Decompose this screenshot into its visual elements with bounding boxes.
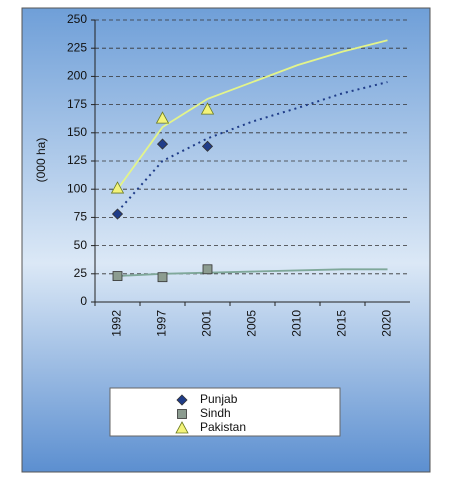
trend-line [116,81,388,213]
legend-marker [175,421,189,434]
legend-marker [177,409,187,419]
legend-label: Punjab [200,392,238,406]
legend-box [109,387,341,437]
legend-marker [176,394,188,406]
x-tick-label: 2005 [245,310,259,337]
y-tick-label: 0 [80,294,87,308]
x-tick-label: 1992 [110,310,124,337]
point [155,111,170,124]
y-tick-label: 200 [67,69,87,83]
point [157,272,168,283]
point [112,271,123,281]
point [156,138,169,150]
y-tick-label: 50 [74,238,88,252]
y-tick-label: 125 [67,153,87,167]
y-tick-label: 25 [74,266,88,280]
legend-label: Sindh [200,406,231,420]
legend-label: Pakistan [200,420,246,434]
x-tick-label: 2015 [335,310,349,337]
x-tick-label: 2020 [380,310,394,337]
point [202,264,213,275]
y-axis-label: (000 ha) [34,138,48,183]
y-tick-label: 75 [74,210,88,224]
point [110,181,125,194]
y-tick-label: 150 [67,125,87,139]
x-tick-label: 1997 [155,310,169,337]
y-tick-label: 250 [67,12,87,26]
x-tick-label: 2010 [290,310,304,337]
point [201,140,214,152]
y-tick-label: 225 [67,40,87,54]
y-tick-label: 175 [67,97,87,111]
trend-line [116,39,388,190]
point [200,102,215,115]
x-tick-label: 2001 [200,310,214,337]
y-tick-label: 100 [67,181,87,195]
point [111,208,124,220]
